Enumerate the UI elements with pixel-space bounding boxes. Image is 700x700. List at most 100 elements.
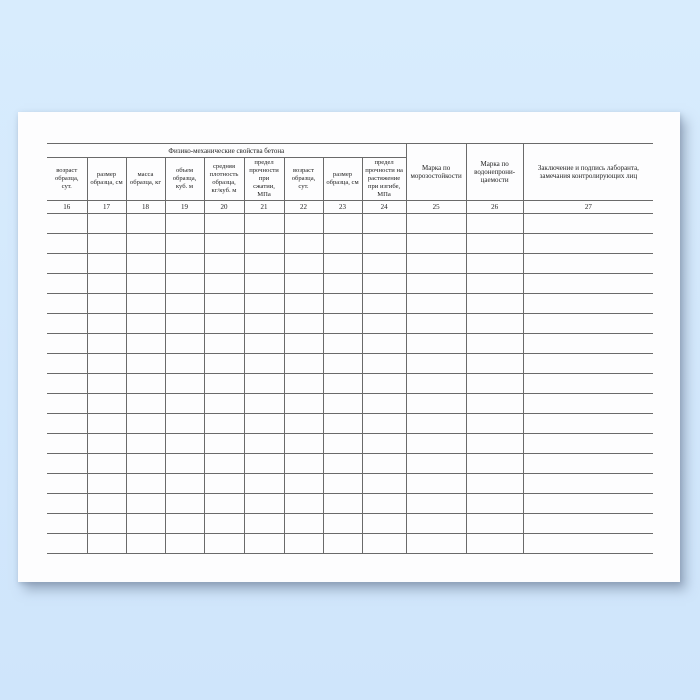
empty-cell [125,473,166,494]
empty-cell [361,213,407,234]
header-sample-size-2: размер образца, см [322,157,363,201]
empty-cell [164,453,205,474]
column-number-27: 27 [522,200,654,214]
empty-cell [465,433,524,454]
empty-cell [283,493,324,514]
empty-cell [405,353,467,374]
empty-cell [203,273,245,294]
header-average-density: средняя плотность образца, кг/куб. м [203,157,245,201]
table-row [47,293,654,314]
empty-cell [125,333,166,354]
empty-cell [322,333,363,354]
empty-cell [243,253,285,274]
empty-cell [405,453,467,474]
empty-cell [243,233,285,254]
empty-cell [361,393,407,414]
empty-cell [47,473,88,494]
empty-cell [361,413,407,434]
table-row [47,453,654,474]
empty-cell [125,213,166,234]
empty-cell [243,473,285,494]
table-row [47,313,654,334]
empty-cell [405,533,467,554]
empty-cell [405,473,467,494]
table-row [47,493,654,514]
empty-cell [86,413,127,434]
table-row [47,353,654,374]
empty-cell [465,253,524,274]
empty-cell [203,253,245,274]
empty-cell [405,393,467,414]
empty-cell [164,493,205,514]
empty-cell [322,233,363,254]
empty-cell [322,533,363,554]
empty-cell [164,393,205,414]
empty-cell [47,273,88,294]
empty-cell [47,393,88,414]
empty-cell [522,353,654,374]
empty-cell [522,493,654,514]
empty-cell [47,493,88,514]
concrete-properties-table: Физико-механические свойства бетона Марк… [47,143,654,554]
empty-cell [522,333,654,354]
column-number-24: 24 [361,200,407,214]
table-row [47,433,654,454]
column-number-18: 18 [125,200,166,214]
empty-cell [465,373,524,394]
header-sample-volume: объем образца, куб. м [164,157,205,201]
empty-cell [47,293,88,314]
empty-cell [522,273,654,294]
empty-cell [164,333,205,354]
empty-cell [522,313,654,334]
empty-cell [283,353,324,374]
column-number-17: 17 [86,200,127,214]
empty-cell [164,413,205,434]
group-header-physico-mechanical-properties: Физико-механические свойства бетона [47,143,407,158]
empty-cell [86,293,127,314]
empty-cell [164,213,205,234]
empty-cell [47,413,88,434]
empty-cell [283,433,324,454]
empty-cell [465,233,524,254]
column-number-25: 25 [405,200,467,214]
empty-cell [465,413,524,434]
empty-cell [164,473,205,494]
empty-cell [322,513,363,534]
table-row [47,213,654,234]
empty-cell [405,233,467,254]
empty-cell [465,333,524,354]
empty-cell [405,333,467,354]
table-row [47,273,654,294]
empty-cell [405,273,467,294]
empty-cell [361,353,407,374]
empty-cell [243,213,285,234]
table-row [47,373,654,394]
empty-cell [47,253,88,274]
empty-cell [243,433,285,454]
empty-cell [522,233,654,254]
empty-cell [164,273,205,294]
empty-cell [522,433,654,454]
empty-cell [361,453,407,474]
empty-cell [361,293,407,314]
empty-cell [283,413,324,434]
header-compressive-strength: предел прочности при сжатии, МПа [243,157,285,201]
empty-cell [203,473,245,494]
empty-cell [361,513,407,534]
empty-cell [405,213,467,234]
table-row [47,333,654,354]
empty-cell [125,493,166,514]
empty-cell [283,533,324,554]
empty-cell [283,273,324,294]
empty-cell [125,293,166,314]
empty-cell [86,213,127,234]
empty-cell [283,453,324,474]
empty-cell [522,513,654,534]
table-row [47,533,654,554]
empty-cell [125,273,166,294]
empty-cell [203,313,245,334]
empty-cell [125,433,166,454]
empty-cell [405,433,467,454]
empty-cell [164,533,205,554]
empty-cell [283,313,324,334]
